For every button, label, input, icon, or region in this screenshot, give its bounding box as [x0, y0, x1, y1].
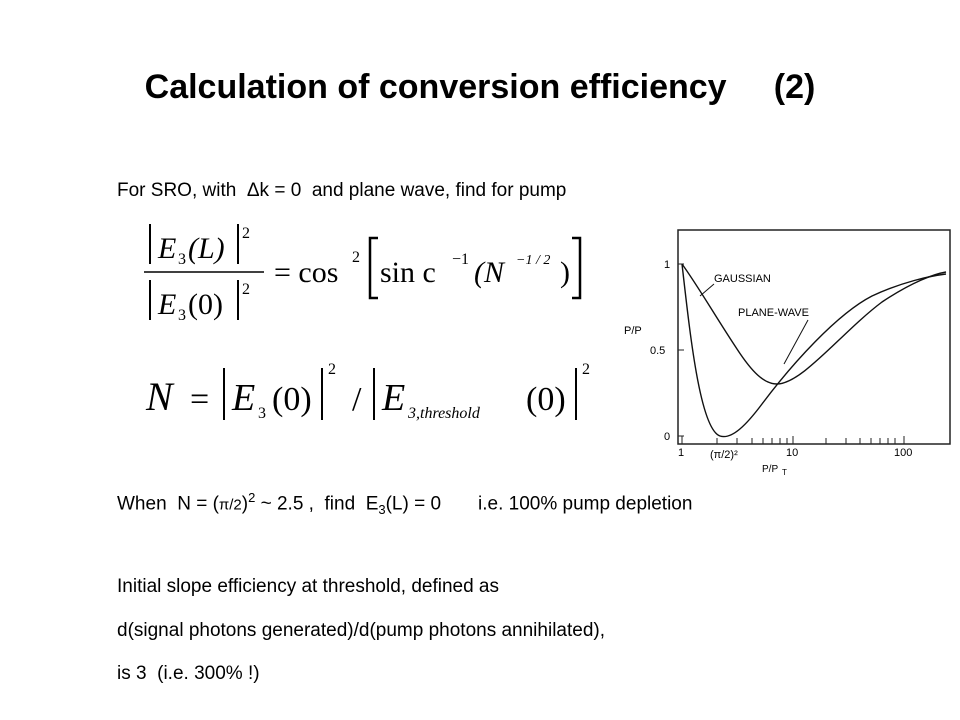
eq1-sinc-exp: −1	[452, 251, 469, 268]
eq2-arg2: (0)	[526, 381, 566, 418]
slope-line-3: is 3 (i.e. 300% !)	[117, 663, 260, 684]
plane-wave-curve	[681, 263, 947, 438]
intro-text: For SRO, with Δk = 0 and plane wave, fin…	[117, 180, 567, 201]
eq1-N-exp: −1 / 2	[516, 253, 550, 268]
eq1-cos: = cos	[274, 256, 338, 289]
eq2-sub1: 3	[258, 405, 266, 422]
depletion-graph: 1 0.5 0 P/P 1 (π/2)²	[612, 224, 960, 482]
y-axis-label: P/P	[624, 325, 642, 337]
pi-over-2: π/2	[218, 496, 242, 514]
x-tick-pi2sq: (π/2)²	[710, 449, 738, 461]
x-axis-label: P/P	[762, 464, 778, 475]
eq2-E1: E	[231, 377, 255, 419]
eq2-power2: 2	[582, 361, 590, 378]
equation-efficiency: E 3 (L) 2 E 3 (0) 2 = cos 2 sin c −1 (N …	[140, 218, 600, 328]
eq1-num-E: E	[157, 232, 176, 265]
x-axis-label-sub: T	[782, 468, 787, 477]
slope-line-1: Initial slope efficiency at threshold, d…	[117, 576, 499, 597]
eq1-sinc: sin c	[380, 256, 436, 289]
eq1-num-power: 2	[242, 225, 250, 242]
label-plane-wave: PLANE-WAVE	[738, 307, 809, 319]
eq2-sub2: 3,threshold	[407, 405, 481, 422]
x-tick-1: 1	[678, 447, 684, 459]
eq1-num-sub: 3	[178, 251, 186, 268]
slide-title: Calculation of conversion efficiency (2)	[144, 68, 816, 106]
eq1-den-sub: 3	[178, 307, 186, 324]
eq2-equals: =	[190, 381, 209, 418]
eq1-cos-power: 2	[352, 249, 360, 266]
eq1-den-E: E	[157, 288, 176, 321]
eq1-num-arg: (L)	[188, 232, 225, 265]
gaussian-curve	[681, 263, 947, 385]
y-tick-0.5: 0.5	[650, 345, 665, 357]
eq1-den-power: 2	[242, 281, 250, 298]
eq2-E2: E	[381, 377, 405, 419]
eq1-close-paren: )	[560, 256, 570, 289]
x-tick-10: 10	[786, 447, 798, 459]
label-gaussian: GAUSSIAN	[714, 273, 771, 285]
eq2-slash: /	[352, 381, 362, 418]
eq2-arg1: (0)	[272, 381, 312, 418]
slope-line-2: d(signal photons generated)/d(pump photo…	[117, 620, 605, 641]
x-tick-100: 100	[894, 447, 912, 459]
equation-N: N = E 3 (0) 2 / E 3,threshold (0) 2	[140, 350, 620, 430]
eq1-den-arg: (0)	[188, 288, 223, 321]
y-tick-0: 0	[664, 431, 670, 443]
depletion-text: When N = (π/2)2 ~ 2.5 , find E3(L) = 0 i…	[117, 490, 693, 518]
y-tick-1: 1	[664, 259, 670, 271]
eq2-N: N	[145, 374, 175, 419]
eq2-power1: 2	[328, 361, 336, 378]
eq1-N: (N	[474, 256, 506, 289]
